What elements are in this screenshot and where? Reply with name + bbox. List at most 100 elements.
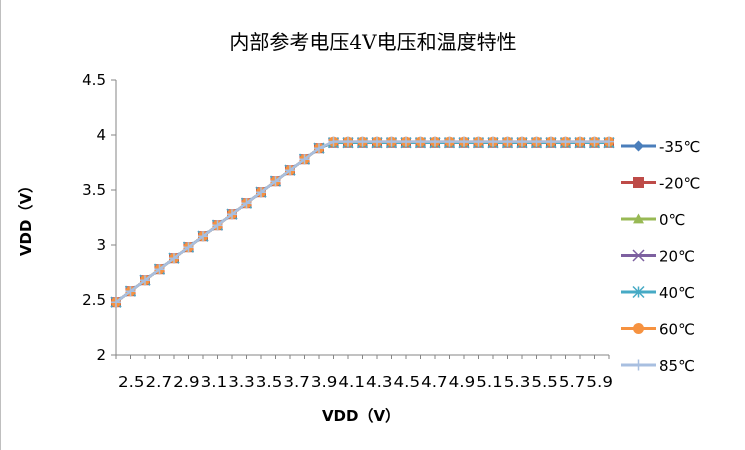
data-point (415, 136, 426, 147)
series-5 (111, 136, 614, 308)
data-point (227, 209, 237, 220)
x-tick-label: 3.1 (201, 373, 228, 391)
x-axis-title: VDD（V） (322, 407, 400, 425)
x-tick-label: 2.7 (146, 373, 173, 391)
legend-label: -20℃ (659, 175, 700, 193)
x-tick-label: 3.9 (311, 373, 338, 391)
legend-item: -35℃ (621, 138, 700, 156)
chart-title: 内部参考电压4V电压和温度特性 (229, 30, 516, 54)
x-tick-label: 5.5 (531, 373, 558, 391)
x-tick-label: 3.3 (228, 373, 255, 391)
data-point (546, 136, 556, 147)
legend-marker (633, 177, 644, 188)
legend-item: -20℃ (621, 175, 700, 193)
legend-label: -35℃ (659, 138, 700, 156)
y-tick-label: 3.5 (82, 181, 106, 199)
series-6 (111, 136, 614, 308)
y-tick-label: 2.5 (82, 291, 106, 309)
legend-item: 40℃ (621, 284, 695, 302)
data-point (314, 143, 324, 154)
legend-item: 60℃ (621, 321, 695, 339)
x-tick-label: 3.5 (256, 373, 283, 391)
legend-marker (632, 285, 645, 299)
series-line (115, 141, 609, 304)
x-tick-label: 5.7 (559, 373, 586, 391)
data-point (169, 253, 179, 264)
data-point (328, 136, 339, 147)
y-tick-label: 3 (96, 236, 106, 254)
legend-marker (633, 359, 644, 371)
x-tick-label: 3.7 (283, 373, 310, 391)
data-point (473, 136, 484, 147)
data-point (459, 136, 469, 147)
data-point (401, 136, 411, 147)
series-layer (110, 136, 615, 308)
series-line (115, 140, 609, 304)
data-point (589, 136, 600, 147)
legend-item: 20℃ (621, 248, 695, 266)
legend-label: 85℃ (659, 357, 695, 375)
y-axis-title: VDD（V） (17, 178, 35, 256)
y-tick-label: 2 (96, 346, 106, 364)
data-point (299, 154, 310, 165)
data-point (154, 264, 165, 275)
legend: -35℃ -20℃ 0℃ 20℃ 40℃ 60℃ 85℃ (621, 138, 700, 375)
data-point (575, 136, 585, 147)
data-point (604, 136, 614, 147)
data-point (241, 198, 252, 209)
x-tick-label: 4.7 (421, 373, 448, 391)
legend-marker (633, 140, 644, 152)
series-line (115, 141, 609, 304)
data-point (256, 187, 266, 198)
data-point (111, 297, 121, 308)
data-point (372, 136, 382, 147)
x-tick-label: 4.3 (366, 373, 393, 391)
data-point (502, 136, 513, 147)
data-point (198, 231, 208, 242)
legend-item: 85℃ (621, 357, 695, 375)
legend-label: 0℃ (659, 211, 685, 229)
x-tick-label: 5.9 (586, 373, 613, 391)
series-line (115, 141, 609, 304)
series-line (115, 141, 609, 304)
data-point (517, 136, 527, 147)
legend-marker (632, 249, 645, 262)
series-line (115, 140, 609, 304)
legend-marker (633, 323, 644, 334)
x-tick-label: 5.1 (476, 373, 503, 391)
series-1 (111, 137, 614, 308)
data-point (531, 136, 542, 147)
legend-marker (633, 213, 644, 224)
data-point (444, 136, 455, 147)
x-tick-label: 4.5 (394, 373, 421, 391)
series-3 (110, 137, 615, 308)
x-tick-label: 4.1 (338, 373, 365, 391)
legend-label: 40℃ (659, 284, 695, 302)
series-4 (110, 137, 615, 308)
data-point (560, 136, 571, 147)
series-line (115, 141, 609, 304)
series-0 (111, 137, 614, 308)
series-2 (111, 137, 614, 307)
data-point (125, 286, 136, 297)
legend-label: 60℃ (659, 321, 695, 339)
x-tick-label: 4.9 (449, 373, 476, 391)
y-tick-label: 4 (96, 126, 106, 144)
data-point (212, 220, 223, 231)
data-point (357, 136, 368, 147)
axes: 22.533.544.52.5 2.7 2.9 3.1 3.3 3.5 3.7 3.9 4.1 4… (82, 71, 613, 391)
x-tick-label: 2.9 (173, 373, 200, 391)
data-point (430, 136, 440, 147)
data-point (270, 176, 281, 187)
data-point (386, 136, 397, 147)
x-tick-label: 5.3 (504, 373, 531, 391)
data-point (488, 136, 498, 147)
legend-item: 0℃ (621, 211, 685, 229)
y-tick-label: 4.5 (82, 71, 106, 89)
data-point (183, 242, 194, 253)
x-tick-label: 2.5 (118, 373, 145, 391)
legend-label: 20℃ (659, 248, 695, 266)
data-point (140, 275, 150, 286)
